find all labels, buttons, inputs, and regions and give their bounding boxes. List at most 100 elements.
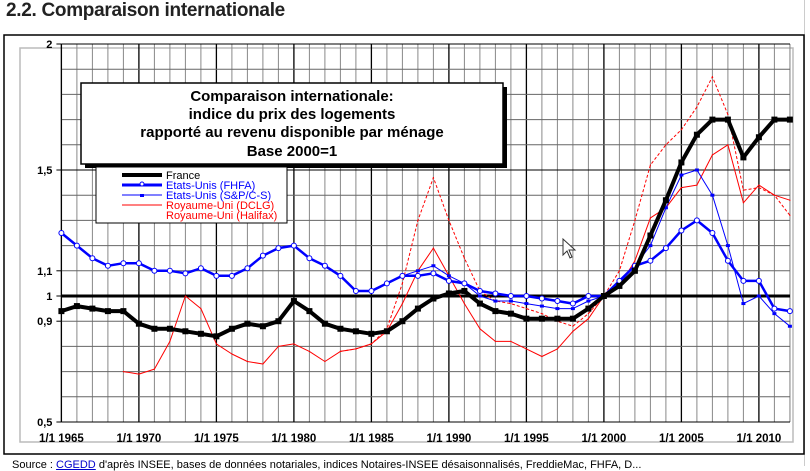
data-point [290,242,297,249]
x-tick-label: 1/1 1985 [349,433,394,445]
data-point [634,219,636,221]
data-point [321,262,328,269]
data-point [586,299,591,303]
data-point [368,287,375,294]
data-point [244,320,251,327]
data-point [647,257,654,264]
y-axis: 2 1,5 1,1 1 0,9 0,5 [37,39,62,429]
x-tick-label: 1/1 1980 [272,433,317,445]
data-point [585,305,592,312]
series-royaume-uni-halifax [339,76,791,353]
data-point [246,360,248,363]
data-point [755,277,762,284]
page-title: 2.2. Comparaison internationale [6,0,285,21]
data-point [696,106,698,108]
x-tick-label: 1/1 1975 [194,433,239,445]
data-point [151,267,158,274]
data-point [306,308,313,315]
data-point [213,333,220,340]
series-france [58,116,793,340]
data-point [339,350,341,353]
data-point [355,348,357,350]
data-point [587,313,590,315]
data-point [789,214,791,216]
data-point [445,277,452,284]
data-point [73,242,80,249]
data-point [709,116,716,123]
data-point [523,315,530,322]
x-tick-label: 1/1 2000 [582,433,627,445]
data-point [461,287,468,294]
data-point [197,265,204,272]
data-point [727,144,729,146]
data-point [585,293,592,299]
legend-label-sp-cs: Etats-Unis (S&P/C-S) [166,190,271,202]
y-tick-label: 0,5 [37,417,52,429]
data-point [104,308,111,315]
data-point [572,325,574,327]
data-point [556,348,559,350]
data-point [73,303,80,310]
data-point [758,184,760,186]
data-point [711,76,714,78]
data-point [525,308,528,310]
data-point [649,164,652,166]
data-point [569,300,576,307]
data-point [275,318,282,325]
data-point [493,299,498,303]
data-point [477,294,482,298]
data-point [293,343,295,345]
data-point [120,308,127,315]
data-point [787,324,792,328]
data-point [337,325,344,332]
data-point [678,159,685,166]
data-point [431,264,436,268]
data-point [510,302,512,305]
data-point [771,116,778,123]
x-tick-label: 1/1 1965 [39,433,84,445]
data-point [383,280,390,287]
data-point [510,340,512,342]
source-link-cgedd[interactable]: CGEDD [56,459,96,471]
y-tick-label: 1,5 [37,165,52,177]
data-point [197,330,204,337]
data-point [448,219,450,221]
x-tick-label: 1/1 2005 [659,433,704,445]
data-point [200,308,202,310]
series-etats-unis-fhfa [58,217,793,315]
data-point [231,353,233,355]
data-point [693,131,700,138]
data-point [648,244,653,248]
data-point [399,272,406,279]
data-point [122,371,124,373]
data-point [368,330,375,337]
data-point [755,134,762,141]
data-point [616,282,623,289]
data-point [494,340,496,342]
data-point [321,320,328,327]
data-point [554,298,561,305]
data-point [647,232,654,239]
data-point [786,116,793,123]
data-point [662,245,669,252]
data-point [492,308,499,315]
data-point [678,227,685,234]
data-point [399,318,406,325]
data-point [290,298,297,305]
data-point [215,343,217,345]
data-point [182,270,189,277]
data-point [523,293,530,299]
y-tick-label: 2 [46,39,52,51]
data-point [337,272,344,279]
data-point [554,315,561,322]
x-tick-label: 1/1 1970 [117,433,162,445]
data-point [740,277,747,284]
data-point [432,247,434,249]
mouse-cursor-icon [562,237,577,259]
data-point [58,308,65,315]
legend-label-france: France [166,170,200,182]
data-point [741,302,746,306]
data-point [709,230,716,236]
data-point [213,272,220,279]
